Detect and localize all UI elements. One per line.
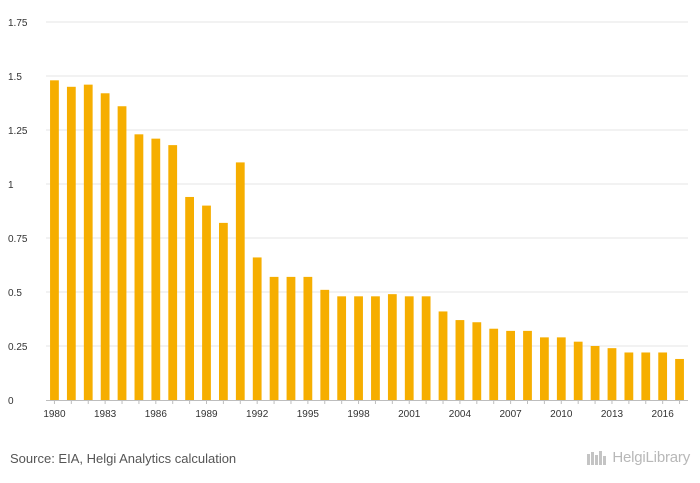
bar (50, 80, 59, 400)
x-tick-label: 2013 (601, 409, 624, 420)
bar (371, 296, 380, 400)
bar (354, 296, 363, 400)
bar (320, 289, 330, 400)
bar (66, 86, 76, 401)
bar (523, 330, 532, 400)
bar (235, 162, 245, 400)
bar (286, 276, 296, 400)
x-tick-label: 2001 (398, 409, 421, 420)
bar (168, 145, 178, 400)
library-books-icon (587, 450, 607, 465)
bar (337, 296, 347, 400)
bar (624, 352, 634, 400)
bar-chart: 0 0.25 0.5 0.75 1 1.25 1.5 1.75 1980 1983 1986 1989… (8, 18, 688, 420)
y-tick-label: 0 (8, 396, 14, 407)
x-tick-label: 2004 (449, 409, 472, 420)
y-tick-label: 1.75 (8, 18, 28, 29)
bar (252, 257, 262, 400)
bar (387, 294, 397, 400)
bar (134, 134, 144, 400)
bar (455, 320, 465, 400)
x-tick-label: 1980 (43, 409, 66, 420)
bar (607, 348, 617, 400)
bar (269, 276, 279, 400)
bar (489, 328, 499, 400)
bar (556, 337, 566, 400)
bar (573, 341, 583, 400)
bar (117, 106, 127, 401)
helgi-library-logo: HelgiLibrary (586, 449, 690, 466)
y-tick-label: 1.25 (8, 126, 28, 137)
x-tick-label: 2016 (652, 409, 675, 420)
x-tick-label: 1989 (195, 409, 218, 420)
bar (641, 352, 651, 400)
bar (100, 93, 110, 400)
x-tick-label: 2007 (499, 409, 522, 420)
bar (185, 196, 194, 400)
y-tick-label: 1.5 (8, 72, 22, 83)
x-tick-label: 1983 (94, 409, 117, 420)
bar (675, 358, 684, 400)
bar (472, 322, 482, 400)
bar (658, 352, 668, 400)
y-tick-label: 0.25 (8, 342, 28, 353)
source-note: Source: EIA, Helgi Analytics calculation (10, 451, 237, 466)
bar (83, 84, 93, 400)
bar (421, 296, 431, 400)
logo-text: HelgiLibrary (612, 449, 690, 466)
y-tick-label: 0.5 (8, 288, 22, 299)
bar (303, 276, 313, 400)
bar (590, 346, 600, 400)
bar (506, 330, 515, 400)
bar (219, 222, 228, 400)
x-tick-label: 1992 (246, 409, 269, 420)
bar (540, 337, 549, 400)
bar (438, 311, 448, 400)
x-tick-label: 1995 (297, 409, 320, 420)
bar (404, 296, 414, 400)
bar (202, 205, 211, 400)
y-tick-label: 1 (8, 180, 14, 191)
bar (151, 138, 161, 400)
y-tick-label: 0.75 (8, 234, 28, 245)
x-tick-label: 1986 (145, 409, 168, 420)
x-tick-label: 2010 (550, 409, 573, 420)
x-tick-label: 1998 (347, 409, 370, 420)
